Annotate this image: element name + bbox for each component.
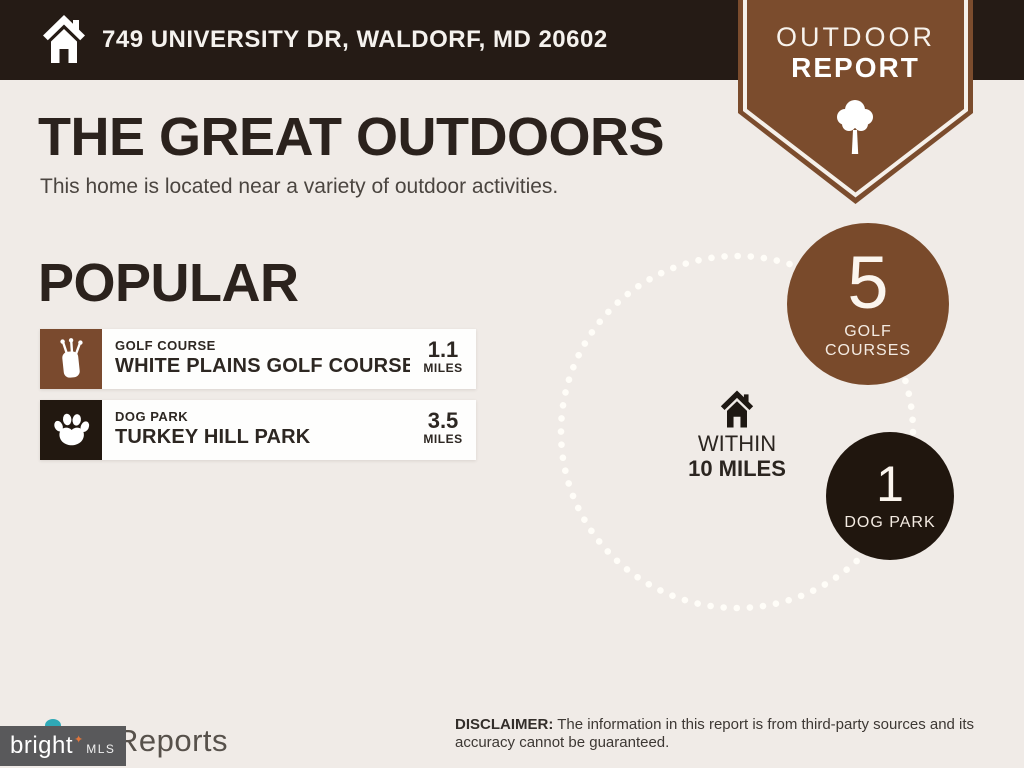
bright-mls-watermark: bright ✦ MLS [0,726,126,766]
distance-value: 1.1 [427,337,459,362]
bright-mls-brand: bright [10,732,74,759]
badge-line2: REPORT [791,52,920,83]
stat-label: GOLF COURSES [824,322,912,359]
dog-park-icon-tile [40,400,102,460]
golf-bag-icon [60,338,83,378]
within-distance: 10 MILES [688,456,786,481]
stat-label: DOG PARK [844,514,936,531]
property-address: 749 UNIVERSITY DR, WALDORF, MD 20602 [102,26,608,53]
page-title: THE GREAT OUTDOORS [38,107,665,167]
stat-count: 5 [847,240,889,324]
category-label: DOG PARK [115,409,189,424]
home-icon [43,15,85,63]
distance-unit: MILES [423,361,463,375]
stat-count: 1 [876,456,904,512]
within-label: WITHIN [697,431,777,456]
category-label: GOLF COURSE [115,338,216,353]
list-item-dog-park: DOG PARK TURKEY HILL PARK 3.5 MILES [40,400,476,460]
list-item-text: GOLF COURSE WHITE PLAINS GOLF COURSE [102,329,410,389]
tree-icon [837,100,873,154]
golf-icon-tile [40,329,102,389]
star-icon: ✦ [74,734,84,746]
radius-dotted-circle [557,252,917,612]
list-item-golf-course: GOLF COURSE WHITE PLAINS GOLF COURSE 1.1… [40,329,476,389]
paw-icon [54,413,90,446]
popular-heading: POPULAR [38,253,299,313]
distance-block: 1.1 MILES [410,329,476,389]
outdoor-report-badge: OUTDOOR REPORT [738,0,973,212]
distance-value: 3.5 [427,408,459,433]
page-subtitle: This home is located near a variety of o… [40,175,559,198]
dog-park-stat-circle: 1 DOG PARK [826,432,954,560]
golf-courses-stat-circle: 5 GOLF COURSES [787,223,949,385]
home-icon [720,390,754,428]
reports-logo-text: Reports [116,723,229,758]
popular-list: GOLF COURSE WHITE PLAINS GOLF COURSE 1.1… [40,329,476,460]
place-name: WHITE PLAINS GOLF COURSE [115,355,410,377]
place-name: TURKEY HILL PARK [115,426,311,448]
bright-mls-suffix: MLS [86,742,116,756]
disclaimer-label: DISCLAIMER: [455,716,554,733]
badge-line1: OUTDOOR [776,22,935,52]
list-item-text: DOG PARK TURKEY HILL PARK [102,400,410,460]
distance-unit: MILES [423,432,463,446]
disclaimer: DISCLAIMER: The information in this repo… [455,716,975,751]
distance-block: 3.5 MILES [410,400,476,460]
